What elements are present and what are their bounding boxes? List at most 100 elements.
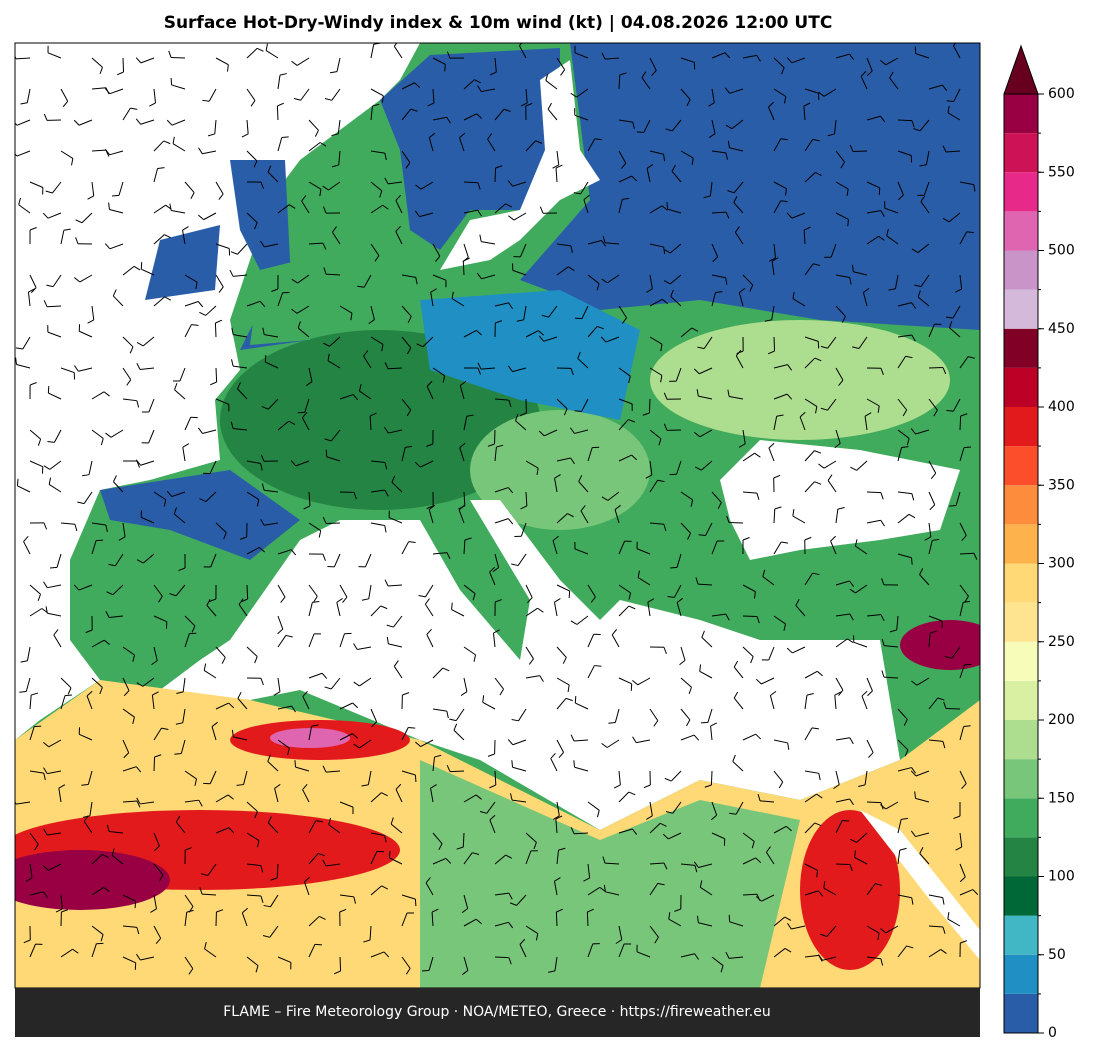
- wind-barb: [357, 646, 372, 650]
- colorbar-band: [1004, 602, 1038, 642]
- colorbar-band: [1004, 837, 1038, 877]
- wind-barb: [771, 257, 779, 262]
- colorbar-tick-label: 100: [1048, 869, 1075, 885]
- wind-barb: [308, 672, 323, 679]
- wind-barb: [959, 863, 966, 878]
- wind-barb: [783, 96, 787, 104]
- wind-barb: [877, 405, 880, 413]
- wind-barb: [197, 301, 204, 308]
- wind-barb: [659, 822, 667, 827]
- wind-barb: [959, 522, 967, 536]
- footer-bar: [15, 988, 980, 1037]
- wind-barb: [866, 519, 881, 524]
- wind-barb: [370, 708, 378, 723]
- wind-barb: [599, 886, 606, 892]
- wind-barb: [707, 708, 713, 723]
- wind-barb: [732, 754, 736, 762]
- wind-barb: [428, 509, 434, 524]
- wind-barb: [525, 330, 539, 338]
- wind-barb: [451, 602, 453, 610]
- wind-barb: [246, 956, 259, 967]
- wind-barb: [18, 197, 21, 205]
- wind-barb: [241, 598, 248, 603]
- wind-barb: [691, 327, 699, 332]
- wind-barb: [432, 857, 447, 865]
- wind-barb: [693, 861, 699, 868]
- wind-barb: [223, 532, 227, 540]
- wind-barb: [216, 909, 224, 913]
- wind-barb: [79, 733, 93, 741]
- wind-barb: [556, 584, 570, 592]
- colorbar-band: [1004, 524, 1038, 564]
- wind-barb: [525, 140, 536, 152]
- wind-barb: [405, 162, 411, 169]
- wind-barb: [621, 162, 627, 169]
- wind-barb: [487, 138, 496, 152]
- wind-barb: [368, 584, 372, 599]
- wind-barb: [43, 891, 49, 898]
- wind-barb: [570, 368, 574, 376]
- wind-barb: [580, 510, 589, 524]
- wind-barb: [475, 918, 482, 925]
- wind-barb: [267, 816, 272, 824]
- wind-barb: [596, 283, 600, 291]
- wind-barb: [577, 358, 589, 369]
- wind-barb: [67, 687, 72, 695]
- wind-barb: [415, 277, 418, 285]
- wind-barb: [663, 647, 667, 654]
- wind-barb: [91, 87, 106, 90]
- wind-barb: [401, 108, 412, 121]
- wind-barb: [888, 288, 896, 291]
- wind-barb: [812, 138, 820, 142]
- wind-barb: [260, 678, 264, 686]
- wind-barb: [304, 398, 310, 413]
- wind-barb: [919, 119, 930, 132]
- wind-barb: [108, 202, 110, 210]
- wind-barb: [944, 655, 952, 659]
- wind-barb: [171, 84, 186, 90]
- wind-barb: [860, 76, 868, 90]
- wind-barb: [717, 502, 722, 509]
- wind-barb: [288, 420, 296, 425]
- wind-barb: [729, 396, 744, 400]
- wind-barb: [103, 886, 110, 892]
- wind-barb: [695, 466, 702, 471]
- wind-barb: [42, 865, 49, 871]
- wind-barb: [26, 88, 31, 103]
- wind-barb: [804, 770, 819, 774]
- wind-barb: [237, 698, 248, 710]
- wind-barb: [533, 842, 537, 850]
- wind-barb: [43, 300, 48, 307]
- wind-barb: [73, 119, 80, 126]
- wind-barb: [515, 413, 519, 421]
- wind-barb: [370, 489, 385, 493]
- wind-barb: [142, 553, 155, 564]
- wind-barb: [401, 894, 416, 900]
- wind-barb: [709, 181, 713, 196]
- wind-barb: [96, 539, 104, 542]
- wind-barb: [72, 948, 79, 954]
- wind-barb: [547, 108, 558, 121]
- wind-barb: [949, 504, 957, 507]
- wind-barb: [153, 646, 158, 661]
- wind-barb: [311, 724, 319, 727]
- wind-barb: [649, 883, 659, 896]
- wind-barb: [765, 851, 775, 865]
- wind-barb: [333, 553, 341, 568]
- colorbar-band: [1004, 563, 1038, 603]
- wind-barb: [899, 847, 907, 851]
- wind-barb: [569, 427, 575, 434]
- wind-barb: [628, 592, 632, 600]
- wind-barb: [29, 832, 39, 845]
- wind-barb: [773, 474, 781, 479]
- wind-barb: [46, 305, 62, 308]
- wind-barb: [148, 429, 155, 444]
- wind-barb: [405, 968, 411, 975]
- wind-barb: [476, 113, 483, 119]
- wind-barb: [928, 398, 938, 411]
- wind-barb: [339, 733, 353, 741]
- wind-barb: [15, 55, 17, 60]
- wind-barb: [122, 265, 135, 276]
- wind-barb: [835, 150, 845, 163]
